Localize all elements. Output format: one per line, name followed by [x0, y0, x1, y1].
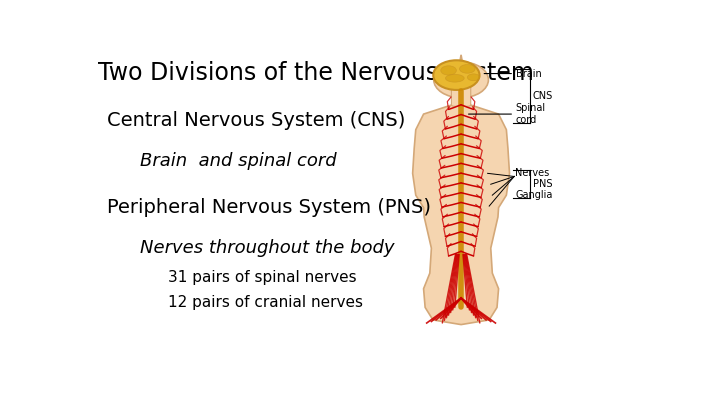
Text: Nerves throughout the body: Nerves throughout the body — [140, 239, 395, 257]
Text: Two Divisions of the Nervous System: Two Divisions of the Nervous System — [99, 61, 534, 85]
Text: Ganglia: Ganglia — [516, 190, 553, 200]
Text: Peripheral Nervous System (PNS): Peripheral Nervous System (PNS) — [107, 198, 431, 217]
Text: Spinal
cord: Spinal cord — [516, 103, 546, 125]
Text: 31 pairs of spinal nerves: 31 pairs of spinal nerves — [168, 270, 356, 285]
Text: PNS: PNS — [533, 179, 552, 189]
Ellipse shape — [433, 62, 488, 98]
Text: Central Nervous System (CNS): Central Nervous System (CNS) — [107, 111, 405, 130]
Text: CNS: CNS — [533, 91, 553, 101]
Ellipse shape — [459, 64, 475, 73]
Ellipse shape — [446, 75, 464, 82]
PathPatch shape — [413, 55, 510, 324]
Ellipse shape — [433, 60, 480, 90]
FancyBboxPatch shape — [451, 81, 471, 106]
Ellipse shape — [441, 66, 456, 75]
Text: Nerves: Nerves — [516, 168, 549, 178]
Text: Brain: Brain — [516, 68, 541, 79]
Ellipse shape — [467, 74, 480, 81]
Text: Brain  and spinal cord: Brain and spinal cord — [140, 151, 337, 170]
Text: 12 pairs of cranial nerves: 12 pairs of cranial nerves — [168, 295, 363, 310]
